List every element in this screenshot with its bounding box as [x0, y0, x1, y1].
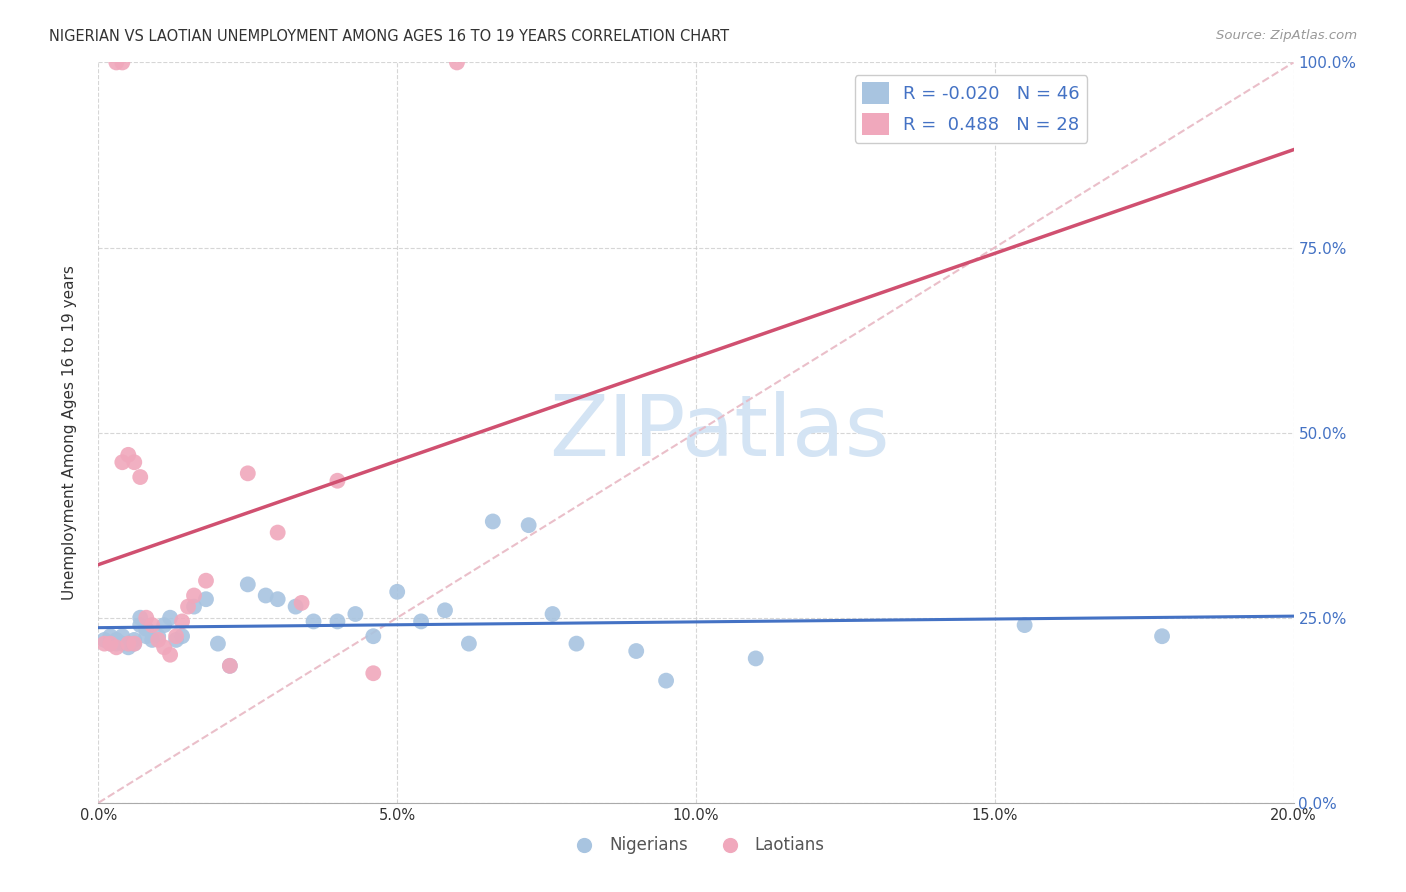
Point	[159, 648, 181, 662]
Point	[565, 637, 588, 651]
Point	[117, 637, 139, 651]
Point	[1152, 629, 1174, 643]
Point	[541, 607, 564, 621]
Point	[385, 584, 409, 599]
Point	[745, 651, 768, 665]
Point	[98, 629, 122, 643]
Point	[254, 589, 277, 603]
Point	[129, 618, 152, 632]
Point	[411, 615, 433, 629]
Point	[363, 666, 385, 681]
Point	[482, 515, 505, 529]
Point	[105, 640, 128, 655]
Point	[117, 640, 139, 655]
Point	[98, 637, 122, 651]
Point	[326, 474, 349, 488]
Point	[124, 637, 146, 651]
Point	[195, 592, 218, 607]
Point	[159, 610, 181, 624]
Point	[207, 637, 229, 651]
Point	[434, 603, 457, 617]
Point	[117, 448, 139, 462]
Point	[326, 615, 349, 629]
Point	[124, 632, 146, 647]
Point	[172, 615, 194, 629]
Point	[129, 470, 152, 484]
Point	[183, 589, 205, 603]
Point	[172, 629, 194, 643]
Point	[148, 629, 170, 643]
Point	[267, 525, 290, 540]
Point	[93, 632, 115, 647]
Point	[363, 629, 385, 643]
Point	[111, 629, 134, 643]
Point	[655, 673, 678, 688]
Text: Source: ZipAtlas.com: Source: ZipAtlas.com	[1216, 29, 1357, 43]
Point	[626, 644, 648, 658]
Point	[284, 599, 307, 614]
Point	[219, 658, 242, 673]
Point	[141, 632, 163, 647]
Point	[93, 637, 115, 651]
Point	[111, 455, 134, 469]
Point	[129, 610, 152, 624]
Point	[236, 577, 259, 591]
Legend: Nigerians, Laotians: Nigerians, Laotians	[561, 830, 831, 861]
Point	[195, 574, 218, 588]
Point	[219, 658, 242, 673]
Point	[135, 629, 157, 643]
Point	[153, 618, 176, 632]
Point	[135, 610, 157, 624]
Point	[117, 637, 139, 651]
Point	[98, 637, 122, 651]
Point	[111, 55, 134, 70]
Point	[236, 467, 259, 481]
Point	[105, 632, 128, 647]
Point	[458, 637, 481, 651]
Text: ZIPatlas: ZIPatlas	[550, 391, 890, 475]
Point	[141, 618, 163, 632]
Point	[302, 615, 325, 629]
Y-axis label: Unemployment Among Ages 16 to 19 years: Unemployment Among Ages 16 to 19 years	[62, 265, 77, 600]
Point	[165, 632, 187, 647]
Point	[135, 622, 157, 636]
Point	[105, 637, 128, 651]
Point	[111, 637, 134, 651]
Text: NIGERIAN VS LAOTIAN UNEMPLOYMENT AMONG AGES 16 TO 19 YEARS CORRELATION CHART: NIGERIAN VS LAOTIAN UNEMPLOYMENT AMONG A…	[49, 29, 730, 45]
Point	[517, 518, 540, 533]
Point	[291, 596, 314, 610]
Point	[344, 607, 367, 621]
Point	[1014, 618, 1036, 632]
Point	[165, 629, 187, 643]
Point	[183, 599, 205, 614]
Point	[124, 637, 146, 651]
Point	[177, 599, 200, 614]
Point	[153, 640, 176, 655]
Point	[105, 55, 128, 70]
Point	[148, 632, 170, 647]
Point	[267, 592, 290, 607]
Point	[446, 55, 468, 70]
Point	[124, 455, 146, 469]
